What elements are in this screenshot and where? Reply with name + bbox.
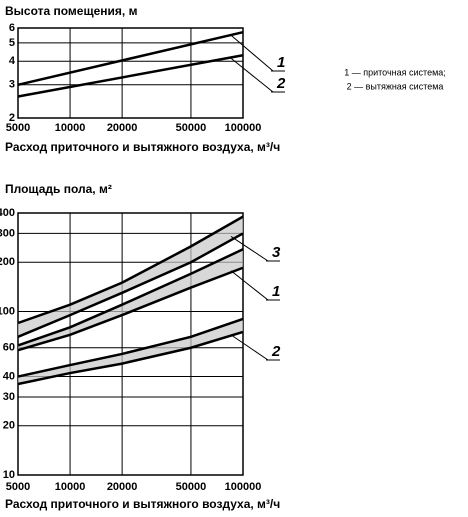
y-tick-label: 4 [9,55,16,67]
callout-label: 2 [271,343,281,360]
band-area [18,249,243,351]
y-tick-label: 2 [9,112,15,124]
callout-label: 1 [277,54,285,71]
plot-frame [17,212,244,476]
series-line [17,330,244,386]
callout-label: 1 [272,283,280,300]
x-tick-label: 100000 [225,122,262,134]
y-tick-label: 100 [0,305,15,317]
y-tick-label: 30 [3,391,15,403]
leader-line [230,270,269,301]
leader-line [230,334,269,361]
band-area [18,318,243,385]
callout-label: 2 [276,75,286,92]
y-tick-label: 40 [3,370,15,382]
chart-title: Площадь пола, м² [5,182,112,196]
x-tick-label: 20000 [107,122,138,134]
callout-label: 3 [272,244,281,261]
x-tick-label: 10000 [55,122,86,134]
y-tick-label: 400 [0,207,15,219]
leader-line [230,57,274,93]
x-tick-label: 50000 [176,122,207,134]
x-tick-label: 5000 [6,481,30,493]
y-tick-label: 10 [3,469,15,481]
chart-title: Высота помещения, м [5,4,138,18]
series-line [17,232,244,338]
series-line [17,54,244,98]
x-tick-label: 20000 [107,481,138,493]
legend-entry: 2 — вытяжная система [347,81,444,91]
y-tick-label: 5 [9,37,15,49]
legend-entry: 1 — приточная система; [344,67,446,77]
y-tick-label: 60 [3,342,15,354]
y-tick-label: 200 [0,256,15,268]
series-line [17,215,244,325]
x-tick-label: 10000 [55,481,86,493]
x-axis-label: Расход приточного и вытяжного воздуха, м… [5,497,280,511]
y-tick-label: 6 [9,22,15,34]
series-line [17,248,244,347]
x-axis-label: Расход приточного и вытяжного воздуха, м… [5,140,280,154]
y-tick-label: 20 [3,420,15,432]
band-area [18,216,243,337]
x-tick-label: 50000 [176,481,207,493]
series-line [17,266,244,352]
y-tick-label: 300 [0,227,15,239]
x-tick-label: 5000 [6,122,30,134]
x-tick-label: 100000 [225,481,262,493]
leader-line [230,236,269,262]
series-line [17,30,244,87]
series-line [17,317,244,378]
plot-frame [17,27,244,119]
leader-line [230,34,274,72]
y-tick-label: 3 [9,79,15,91]
